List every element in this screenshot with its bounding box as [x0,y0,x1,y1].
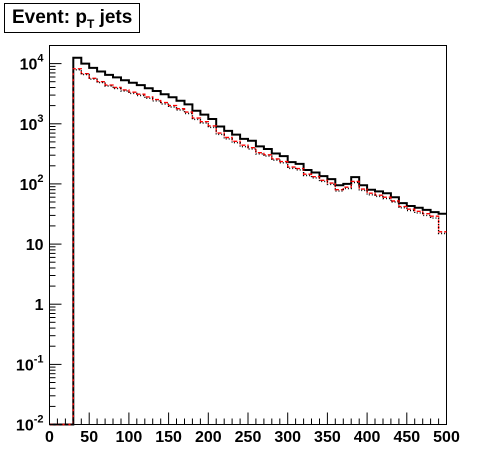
x-tick-label: 500 [433,429,460,446]
y-tick-label: 102 [20,173,44,194]
chart-title-suffix: jets [94,7,133,28]
chart-title: Event: pT jets [4,3,141,33]
y-tick-label: 10-1 [16,353,44,374]
series-line-2 [49,69,447,426]
y-tick-label: 1 [35,297,44,314]
y-tick-label: 10 [26,237,44,254]
x-tick-label: 400 [354,429,381,446]
plot-frame [49,45,447,425]
x-tick-label: 450 [393,429,420,446]
x-tick-label: 250 [235,429,262,446]
y-tick-label: 10-2 [16,414,44,435]
x-tick-label: 0 [45,429,54,446]
y-axis: 10-2 10-1 1 10 102 103 104 [16,45,62,435]
x-tick-label: 100 [116,429,143,446]
series-line-0 [49,56,447,426]
x-axis: 0 50 100 150 200 250 300 350 400 450 500 [45,412,460,446]
y-tick-label: 103 [20,113,44,134]
series-layer [49,56,447,426]
chart-title-subscript: T [86,17,95,31]
x-tick-label: 350 [314,429,341,446]
x-tick-label: 300 [274,429,301,446]
x-tick-label: 50 [80,429,98,446]
x-tick-label: 200 [195,429,222,446]
chart-title-main: Event: p [12,7,87,28]
series-line-1 [49,68,447,426]
x-tick-label: 150 [155,429,182,446]
y-tick-label: 104 [20,53,45,74]
